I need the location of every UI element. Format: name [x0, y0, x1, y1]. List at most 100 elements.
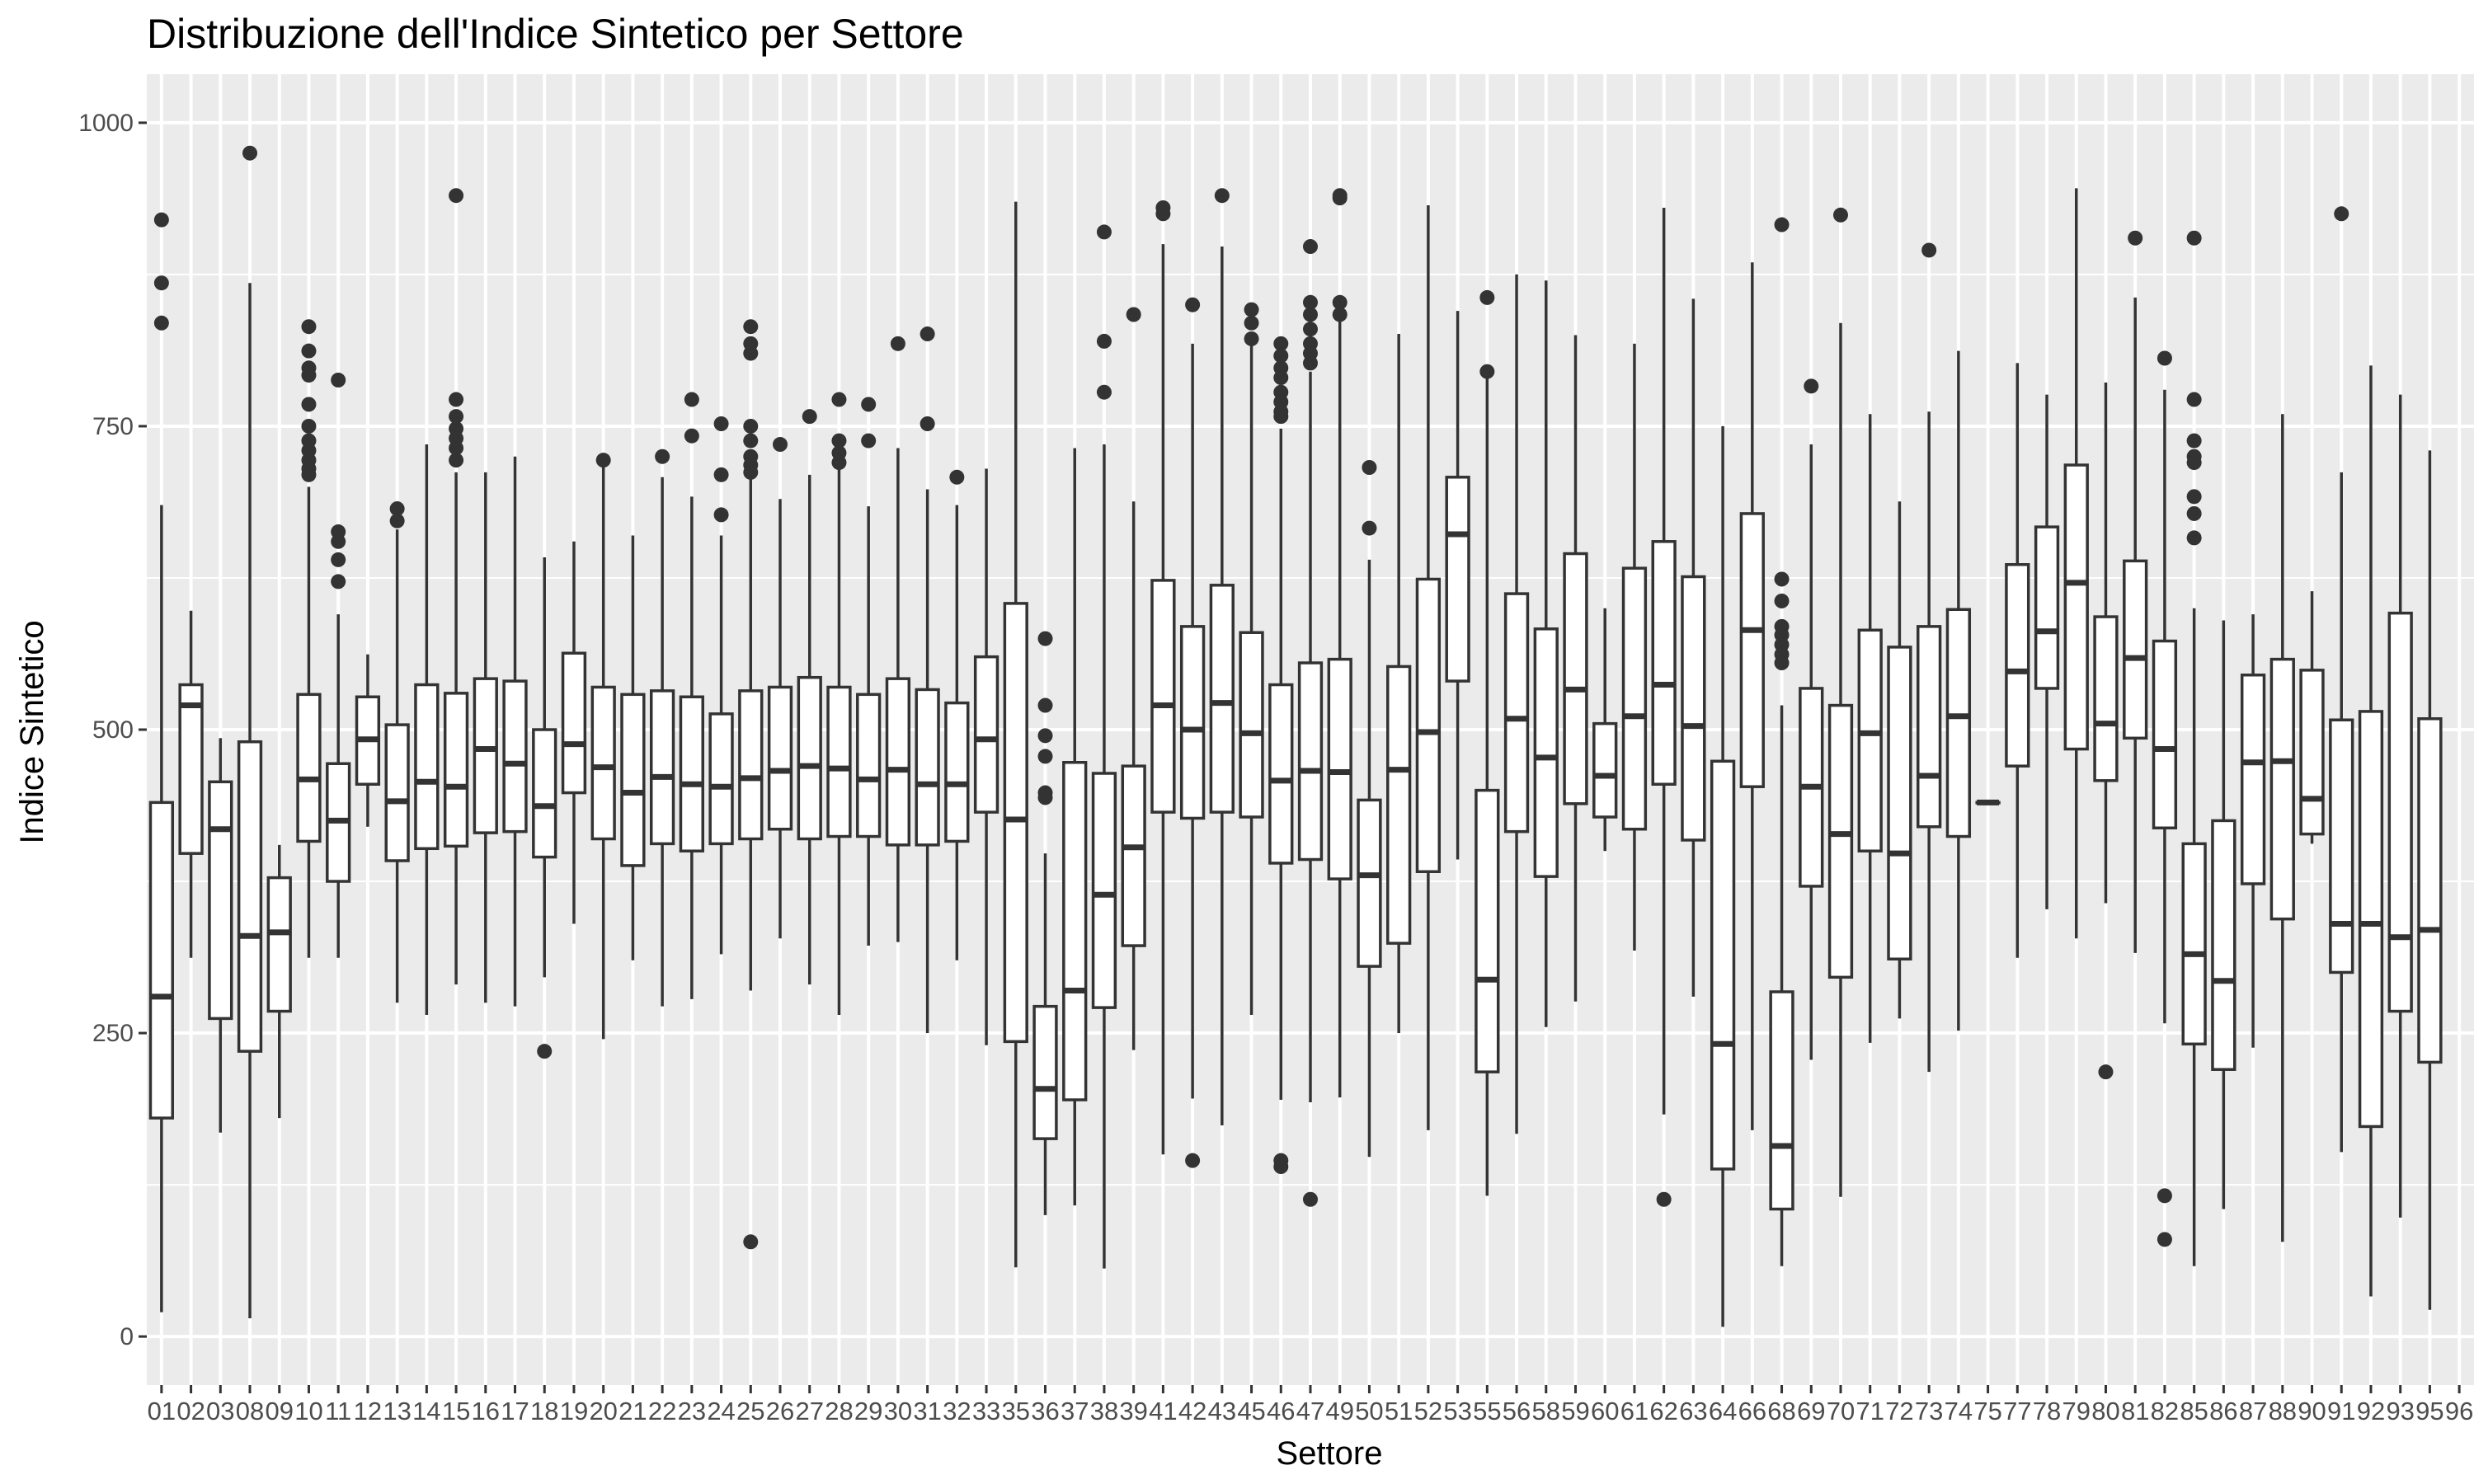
box-iqr — [178, 683, 204, 855]
outlier-point — [1362, 460, 1377, 475]
box-iqr — [148, 801, 175, 1120]
box-iqr — [826, 685, 852, 838]
box-33 — [973, 468, 999, 1045]
outlier-point — [1185, 297, 1201, 312]
outlier-point — [1774, 593, 1790, 608]
box-iqr — [2387, 611, 2413, 1013]
x-tick-label: 25 — [736, 1397, 764, 1425]
outlier-point — [301, 368, 317, 383]
outlier-point — [1479, 289, 1495, 305]
box-iqr — [679, 695, 704, 852]
box-iqr — [1268, 683, 1294, 865]
box-iqr — [767, 685, 793, 831]
box-iqr — [2358, 710, 2384, 1129]
box-iqr — [296, 693, 322, 843]
outlier-point — [831, 455, 847, 471]
box-iqr — [1621, 566, 1648, 831]
outlier-point — [713, 416, 729, 431]
box-iqr — [1710, 759, 1736, 1171]
y-axis-title: Indice Sintetico — [14, 620, 50, 843]
box-63 — [1681, 298, 1706, 997]
box-28 — [826, 392, 852, 1015]
outlier-point — [449, 392, 464, 407]
x-tick-label: 17 — [501, 1397, 529, 1425]
x-tick-label: 20 — [589, 1397, 617, 1425]
box-32 — [944, 469, 970, 960]
box-iqr — [208, 780, 233, 1021]
box-iqr — [561, 651, 587, 795]
outlier-point — [1303, 239, 1318, 255]
box-iqr — [2034, 525, 2060, 690]
box-iqr — [944, 701, 970, 843]
outlier-point — [153, 212, 169, 228]
outlier-point — [861, 433, 877, 448]
box-iqr — [2299, 669, 2325, 836]
box-66 — [1739, 262, 1765, 1130]
box-25 — [738, 319, 764, 1250]
outlier-point — [2157, 1188, 2172, 1204]
x-tick-label: 14 — [412, 1397, 440, 1425]
box-58 — [1533, 280, 1559, 1027]
x-tick-label: 32 — [943, 1397, 971, 1425]
box-20 — [590, 453, 616, 1040]
outlier-point — [1921, 242, 1937, 258]
outlier-point — [743, 433, 759, 448]
box-iqr — [2211, 819, 2236, 1071]
box-iqr — [1415, 577, 1442, 873]
outlier-point — [773, 437, 788, 453]
box-51 — [1386, 334, 1412, 1034]
box-49 — [1327, 188, 1352, 1098]
box-13 — [384, 501, 410, 1003]
outlier-point — [1096, 333, 1112, 349]
x-tick-label: 81 — [2121, 1397, 2149, 1425]
outlier-point — [1037, 790, 1053, 805]
outlier-point — [331, 373, 346, 387]
x-tick-label: 60 — [1591, 1397, 1619, 1425]
outlier-point — [1096, 224, 1112, 240]
outlier-point — [1804, 378, 1819, 394]
box-01 — [148, 212, 175, 1313]
box-45 — [1239, 302, 1264, 1015]
outlier-point — [1303, 322, 1318, 337]
outlier-point — [1656, 1191, 1672, 1207]
x-tick-label: 75 — [1973, 1397, 2001, 1425]
box-iqr — [502, 679, 528, 834]
box-iqr — [1357, 798, 1382, 968]
outlier-point — [743, 418, 759, 434]
outlier-point — [1774, 571, 1790, 587]
x-tick-label: 26 — [766, 1397, 794, 1425]
box-26 — [767, 437, 793, 939]
x-tick-label: 56 — [1503, 1397, 1531, 1425]
outlier-point — [537, 1044, 553, 1059]
outlier-point — [1303, 294, 1318, 310]
x-tick-label: 08 — [236, 1397, 264, 1425]
box-69 — [1799, 378, 1824, 1060]
x-tick-label: 03 — [206, 1397, 234, 1425]
x-tick-label: 10 — [294, 1397, 322, 1425]
box-iqr — [266, 876, 292, 1013]
x-tick-label: 51 — [1385, 1397, 1413, 1425]
x-tick-label: 21 — [618, 1397, 647, 1425]
box-iqr — [2123, 559, 2148, 740]
box-iqr — [1091, 772, 1117, 1009]
x-tick-label: 61 — [1620, 1397, 1649, 1425]
box-iqr — [2329, 718, 2354, 974]
box-iqr — [1445, 476, 1470, 683]
outlier-point — [1774, 217, 1790, 232]
outlier-point — [331, 533, 346, 549]
box-16 — [473, 472, 498, 1003]
outlier-point — [331, 574, 346, 589]
x-tick-label: 50 — [1355, 1397, 1383, 1425]
box-iqr — [2240, 674, 2266, 885]
outlier-point — [2098, 1064, 2114, 1080]
box-iqr — [1327, 657, 1352, 881]
outlier-point — [242, 145, 258, 161]
outlier-point — [1303, 307, 1318, 322]
box-iqr — [532, 728, 557, 859]
outlier-point — [890, 336, 905, 351]
box-37 — [1062, 448, 1088, 1206]
box-15 — [443, 188, 469, 985]
box-iqr — [1887, 646, 1912, 961]
box-29 — [856, 397, 882, 946]
x-tick-label: 33 — [972, 1397, 1000, 1425]
